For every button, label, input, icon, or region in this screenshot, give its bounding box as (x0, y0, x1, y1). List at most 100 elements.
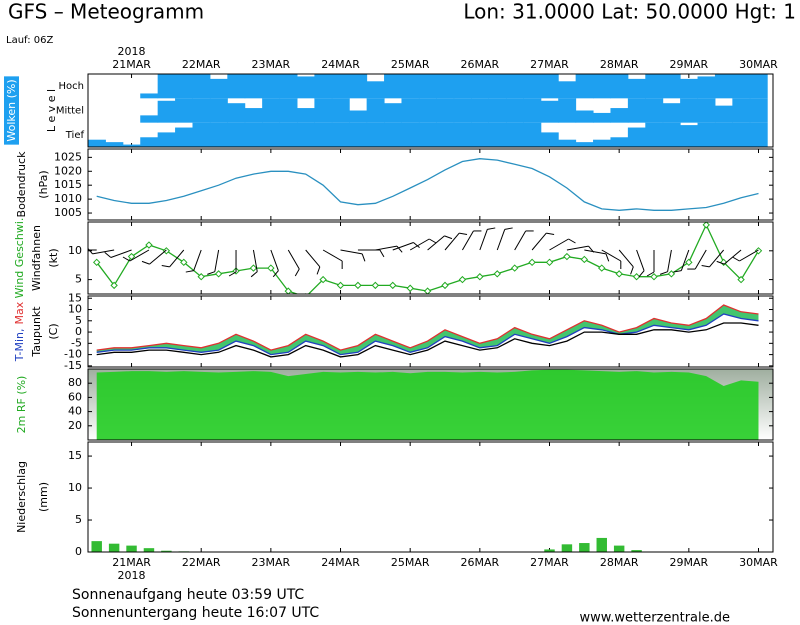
marker (354, 281, 362, 290)
y-tick-label: 40 (68, 405, 82, 418)
y-tick-label: 1010 (54, 192, 82, 205)
cloud-block (366, 98, 385, 123)
y-tick-label: 10 (68, 244, 82, 257)
sunrise: Sonnenaufgang heute 03:59 UTC (72, 587, 304, 603)
marker (406, 284, 414, 292)
precip-bar (126, 545, 137, 552)
marker (545, 258, 554, 267)
x-tick-label-bottom: 30MAR (739, 556, 778, 569)
cloud-block (610, 108, 629, 123)
marker (493, 270, 501, 278)
marker (180, 258, 188, 267)
wind-barb-feather (141, 260, 150, 265)
cloud-block (488, 122, 507, 147)
cloud-block (262, 74, 281, 99)
cloud-block (331, 98, 350, 123)
marker (304, 293, 307, 294)
y-axis-label-part: 2m RF (%) (15, 376, 28, 434)
cloud-block (714, 105, 733, 123)
cloud-block (157, 132, 176, 147)
location: Lon: 31.0000 Lat: 50.0000 Hgt: 1 (463, 0, 796, 24)
wind-barb (531, 232, 547, 251)
cloud-block (314, 98, 333, 123)
y-axis-label: Windfahnen (30, 225, 43, 291)
cloud-block (558, 139, 577, 147)
series-line (96, 223, 760, 294)
y-axis-label: (hPa) (37, 170, 50, 198)
x-tick-label-top: 25MAR (391, 58, 430, 71)
plot-area (96, 304, 759, 358)
y-tick-label: 10 (68, 481, 82, 494)
plot-area (96, 369, 759, 440)
cloud-block (349, 110, 368, 123)
marker (284, 287, 292, 294)
cloud-block (279, 98, 298, 123)
cloud-block (157, 74, 176, 99)
cloud-block (593, 139, 611, 147)
cloud-block (262, 98, 281, 123)
plot-area (88, 74, 768, 147)
marker (371, 281, 380, 290)
cloud-block (749, 74, 768, 99)
cloud-block (645, 122, 664, 147)
panel-frame (87, 441, 774, 553)
cloud-block (575, 110, 594, 123)
wind-barb (214, 249, 220, 272)
wind-barb-feather (316, 266, 321, 275)
cloud-block (453, 122, 472, 147)
cloud-block (523, 98, 542, 123)
cloud-block (279, 74, 298, 99)
wind-barb (252, 249, 258, 272)
cloud-block (192, 98, 211, 123)
marker (667, 270, 676, 278)
wind-barb-feather (638, 270, 645, 278)
wind-barb (739, 249, 759, 262)
y-axis-label-part: (mm) (37, 482, 50, 512)
wind-barb-feather (379, 249, 385, 258)
y-axis-label-part: Windfahnen (30, 225, 43, 291)
cloud-block (453, 74, 472, 99)
wind-barb-feather (605, 253, 610, 262)
marker (650, 273, 658, 281)
wind-barb-feather (272, 270, 279, 278)
marker (162, 247, 171, 255)
cloud-block (244, 122, 263, 147)
wind-barb-feather (659, 271, 668, 275)
wind-barb-feather (104, 251, 112, 258)
x-tick-label-bottom: 21MAR (112, 556, 151, 569)
cloud-block (140, 93, 159, 99)
wind-barb-feather (413, 242, 420, 249)
cloud-block (175, 127, 193, 147)
cloud-block (296, 122, 315, 147)
cloud-block (192, 74, 211, 99)
wind-barb-feather (444, 235, 453, 240)
wind-barb (322, 249, 343, 262)
cloud-block (436, 98, 455, 123)
precip-bar (544, 549, 555, 552)
y-tick-label: 15 (68, 449, 82, 462)
cloud-block (244, 74, 263, 99)
wind-barb-feather (185, 270, 194, 273)
cloud-block (122, 144, 141, 147)
wind-barb (549, 238, 569, 251)
wind-barb (618, 249, 634, 268)
wind-barb (479, 229, 488, 251)
wind-barb (340, 249, 363, 255)
sunset: Sonnenuntergang heute 16:07 UTC (72, 605, 319, 621)
wind-barb (694, 249, 707, 270)
marker (389, 281, 397, 290)
level-label: Mittel (56, 106, 84, 117)
cloud-block (680, 98, 699, 123)
wind-barb (169, 249, 185, 268)
wind-barb-feather (361, 253, 366, 262)
marker (702, 222, 710, 229)
marker (754, 247, 763, 255)
cloud-block (296, 108, 315, 123)
y-axis-label: (kt) (47, 248, 60, 267)
cloud-block (627, 127, 646, 147)
marker (476, 273, 484, 281)
wind-barb (427, 235, 445, 251)
y-axis-label: Taupunkt (30, 306, 43, 358)
precip-bar (561, 544, 573, 552)
